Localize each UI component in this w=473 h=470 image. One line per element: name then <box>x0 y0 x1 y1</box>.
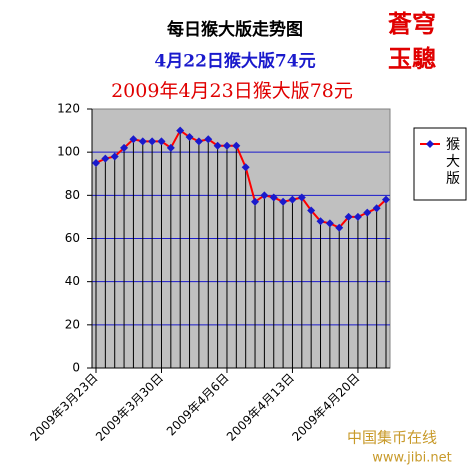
marker <box>166 143 175 152</box>
marker <box>307 206 316 215</box>
watermark: www.jibi.net <box>372 451 451 466</box>
subtitle: 4月22日猴大版74元 <box>154 51 315 72</box>
marker <box>288 195 297 204</box>
marker <box>269 193 278 202</box>
marker <box>353 212 362 221</box>
side-text: 玉驄 <box>388 45 436 73</box>
marker <box>382 195 390 204</box>
x-tick-label: 2009年3月23日 <box>27 371 100 444</box>
marker <box>185 133 194 142</box>
legend-label: 猴大版 <box>446 137 460 187</box>
marker <box>335 223 344 232</box>
marker <box>363 208 372 217</box>
y-tick-label: 40 <box>65 274 80 288</box>
marker <box>157 137 166 146</box>
x-tick-label: 2009年3月30日 <box>93 371 166 444</box>
marker <box>194 137 203 146</box>
marker <box>148 137 157 146</box>
legend <box>413 127 467 201</box>
marker <box>232 141 241 150</box>
y-tick-label: 20 <box>65 317 80 331</box>
y-tick-label: 0 <box>72 361 80 375</box>
marker <box>344 212 353 221</box>
marker <box>279 197 288 206</box>
marker <box>372 204 381 213</box>
marker <box>297 193 306 202</box>
y-tick-label: 80 <box>65 188 80 202</box>
x-tick-label: 2009年4月13日 <box>224 371 297 444</box>
x-tick-label: 2009年4月6日 <box>164 371 232 439</box>
y-tick-label: 120 <box>57 102 80 116</box>
marker <box>260 191 269 200</box>
legend-char: 版 <box>446 171 460 187</box>
marker <box>138 137 147 146</box>
marker <box>92 158 100 167</box>
legend-marker <box>426 140 434 148</box>
marker <box>101 154 110 163</box>
y-tick-label: 60 <box>65 231 80 245</box>
marker <box>120 143 129 152</box>
y-tick-label: 100 <box>57 145 80 159</box>
marker <box>222 141 231 150</box>
watermark: 中国集币在线 <box>347 429 437 447</box>
legend-char: 猴 <box>446 137 460 153</box>
marker <box>316 217 325 226</box>
marker <box>204 135 213 144</box>
marker <box>213 141 222 150</box>
marker <box>129 135 138 144</box>
chart-title: 每日猴大版走势图 <box>167 19 303 40</box>
subtitle2: 2009年4月23日猴大版78元 <box>111 80 353 102</box>
marker <box>251 197 260 206</box>
side-text: 蒼穹 <box>388 10 436 38</box>
marker <box>325 219 334 228</box>
marker <box>110 152 119 161</box>
marker <box>176 126 185 135</box>
legend-char: 大 <box>446 154 460 170</box>
marker <box>241 163 250 172</box>
